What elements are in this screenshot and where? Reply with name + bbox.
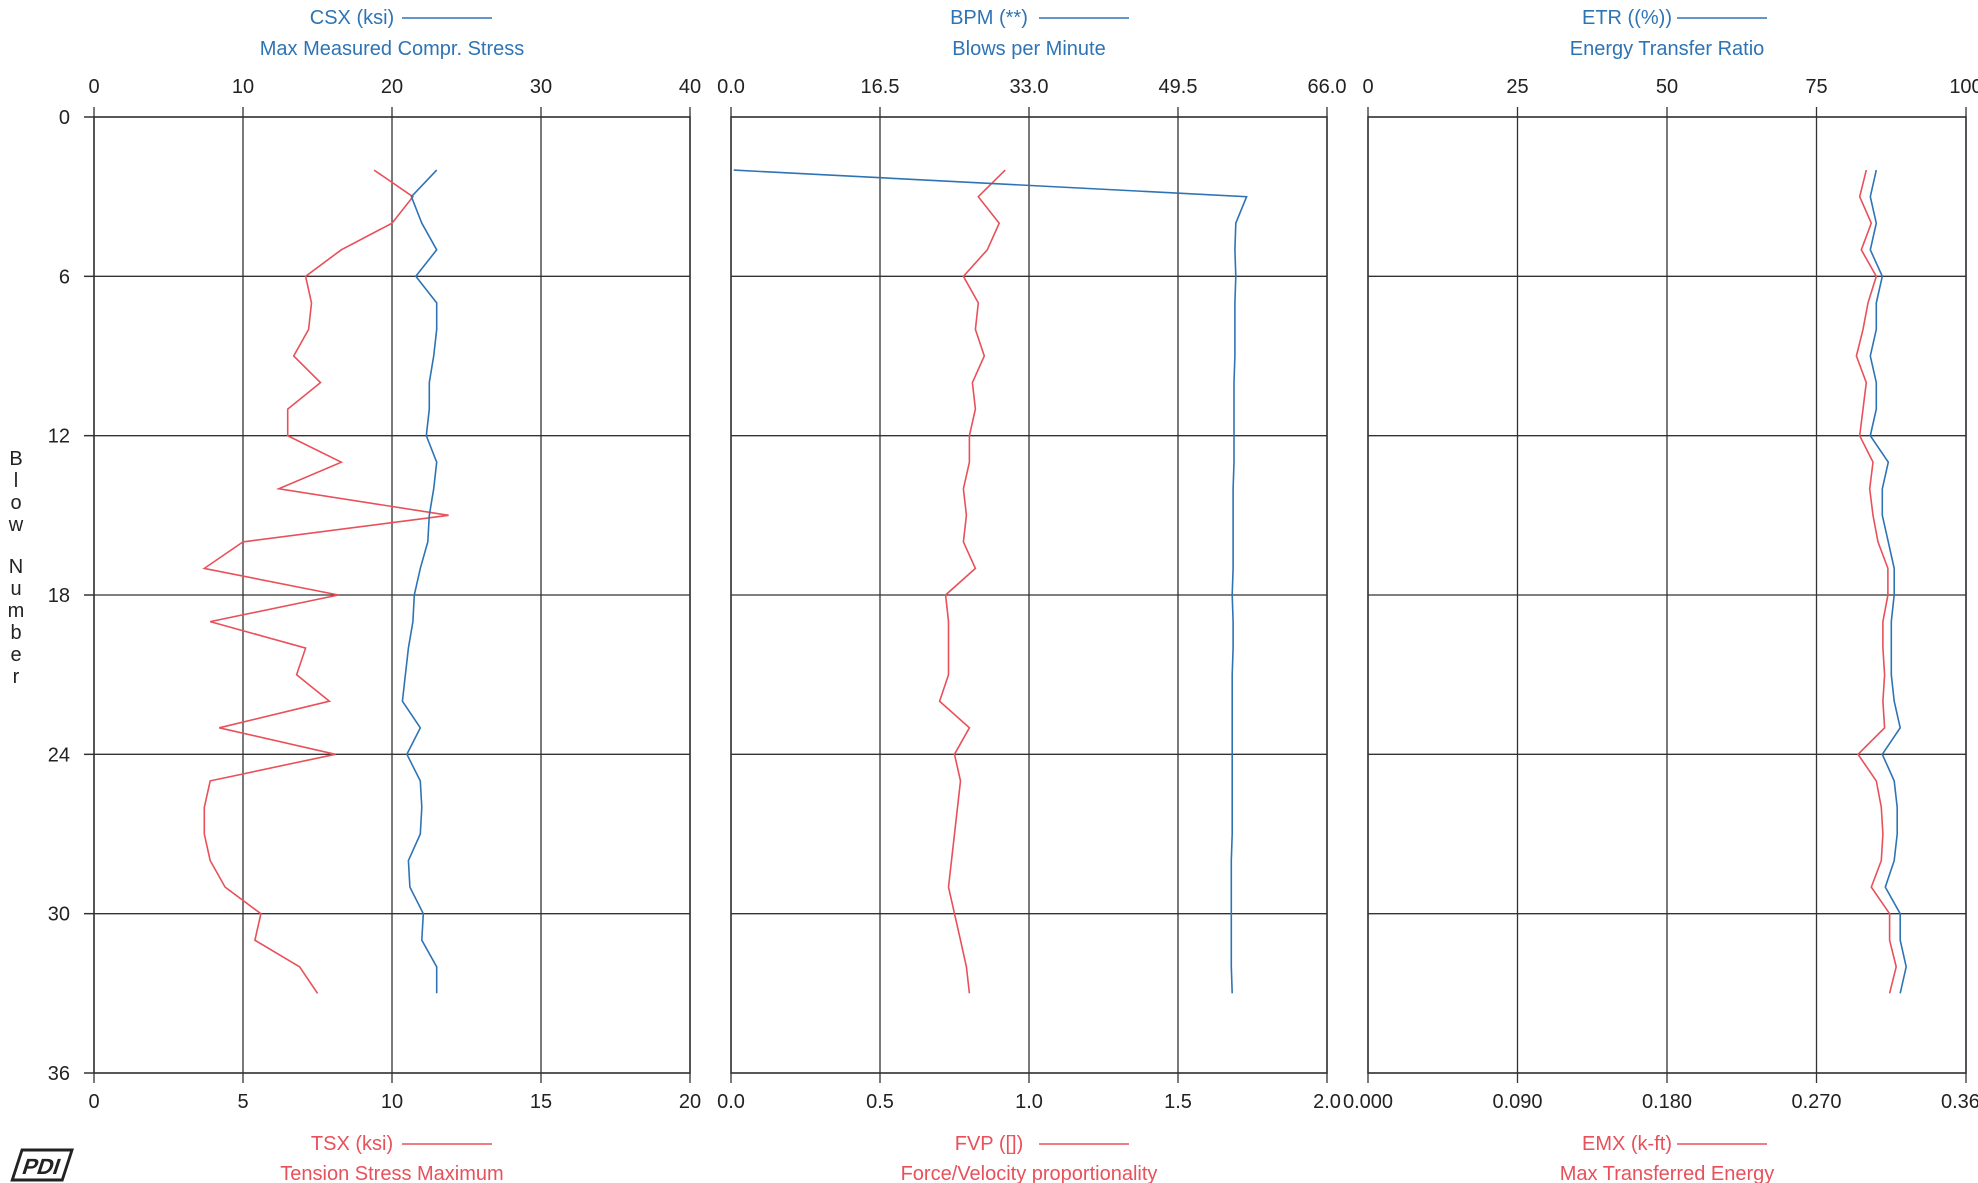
logo-mark: PDI (10, 1148, 74, 1182)
y-axis-label-char: r (13, 666, 20, 688)
bottom-tick-label: 5 (237, 1091, 248, 1113)
bottom-tick-label: 20 (679, 1091, 701, 1113)
panel-3: 0 0.000 25 0.090 50 0.180 75 0.270 100 0.360 ETR (… (1343, 7, 1978, 1183)
y-axis-label-char: b (10, 622, 21, 644)
top-series-line (401, 169, 438, 994)
bottom-tick-label: 0.090 (1492, 1091, 1542, 1113)
bottom-tick-label: 0.180 (1642, 1091, 1692, 1113)
logo-text: PDI (19, 1155, 64, 1179)
bottom-tick-label: 2.0 (1313, 1091, 1341, 1113)
y-tick-label: 6 (59, 266, 70, 288)
panel-1: 0 0 10 5 20 10 30 15 40 20 CSX (ksi) Max Measured C… (88, 7, 701, 1183)
y-axis-label-char: u (10, 578, 21, 600)
y-axis-label-char: e (10, 644, 21, 666)
bottom-series-line (202, 169, 449, 994)
top-series-title: ETR ((%)) (1582, 7, 1672, 29)
y-axis-label-char: w (8, 514, 24, 536)
panel-2: 0.0 0.0 16.5 0.5 33.0 1.0 49.5 1.5 66.0 2.0 BPM (*… (717, 7, 1346, 1183)
bottom-series-title: EMX (k-ft) (1582, 1133, 1672, 1155)
bottom-series-line (938, 169, 1006, 994)
y-axis-label-char: m (8, 600, 25, 622)
y-tick-label: 18 (48, 585, 70, 607)
y-tick-label: 30 (48, 904, 70, 926)
top-tick-label: 0 (1362, 76, 1373, 98)
top-tick-label: 40 (679, 76, 701, 98)
bottom-series-subtitle: Tension Stress Maximum (280, 1163, 503, 1183)
y-axis-label-char: o (10, 492, 21, 514)
bottom-series-subtitle: Force/Velocity proportionality (901, 1163, 1158, 1183)
top-tick-label: 30 (530, 76, 552, 98)
top-tick-label: 20 (381, 76, 403, 98)
bottom-series-subtitle: Max Transferred Energy (1560, 1163, 1775, 1183)
bottom-series-line (1855, 169, 1898, 994)
top-tick-label: 66.0 (1308, 76, 1347, 98)
top-series-title: CSX (ksi) (310, 7, 394, 29)
y-tick-label: 12 (48, 426, 70, 448)
top-tick-label: 100 (1949, 76, 1978, 98)
bottom-tick-label: 0.270 (1791, 1091, 1841, 1113)
top-tick-label: 50 (1656, 76, 1678, 98)
bottom-series-title: TSX (ksi) (311, 1133, 393, 1155)
top-series-title: BPM (**) (950, 7, 1028, 29)
y-tick-label: 36 (48, 1063, 70, 1085)
top-series-subtitle: Blows per Minute (952, 38, 1105, 60)
bottom-tick-label: 1.0 (1015, 1091, 1043, 1113)
top-tick-label: 75 (1805, 76, 1827, 98)
top-series-subtitle: Energy Transfer Ratio (1570, 38, 1765, 60)
y-axis-label-char: N (9, 556, 23, 578)
top-series-line (733, 169, 1248, 994)
bottom-tick-label: 0.360 (1941, 1091, 1978, 1113)
y-tick-label: 0 (59, 107, 70, 129)
top-tick-label: 0 (88, 76, 99, 98)
bottom-tick-label: 15 (530, 1091, 552, 1113)
bottom-tick-label: 10 (381, 1091, 403, 1113)
top-tick-label: 0.0 (717, 76, 745, 98)
top-tick-label: 10 (232, 76, 254, 98)
bottom-series-title: FVP ([]) (955, 1133, 1024, 1155)
top-series-line (1869, 169, 1908, 994)
bottom-tick-label: 0.000 (1343, 1091, 1393, 1113)
bottom-tick-label: 1.5 (1164, 1091, 1192, 1113)
top-tick-label: 33.0 (1010, 76, 1049, 98)
top-tick-label: 49.5 (1159, 76, 1198, 98)
y-axis-label-char: l (14, 470, 18, 492)
bottom-tick-label: 0.0 (717, 1091, 745, 1113)
y-axis-label-char: B (9, 448, 22, 470)
y-tick-label: 24 (48, 744, 70, 766)
top-tick-label: 25 (1506, 76, 1528, 98)
bottom-tick-label: 0 (88, 1091, 99, 1113)
pdi-logo: PDI (10, 1148, 74, 1182)
bottom-tick-label: 0.5 (866, 1091, 894, 1113)
chart-panels: 0 0 10 5 20 10 30 15 40 20 CSX (ksi) Max Measured C… (88, 7, 1978, 1183)
top-tick-label: 16.5 (861, 76, 900, 98)
top-series-subtitle: Max Measured Compr. Stress (260, 38, 525, 60)
